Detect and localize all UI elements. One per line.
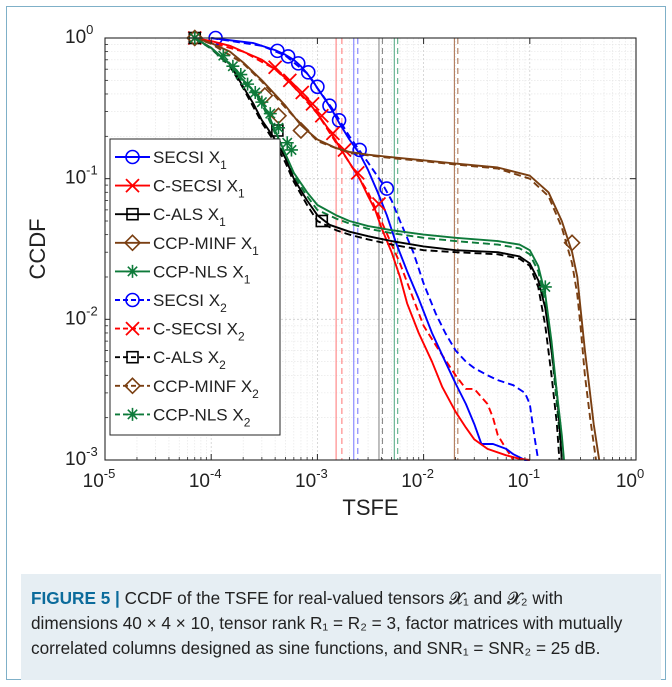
- data-point: [325, 126, 341, 141]
- x-tick-label: 10-4: [189, 466, 222, 492]
- legend-item: CCP-MINF X1: [115, 234, 259, 258]
- axes-box: [104, 37, 637, 461]
- data-point: [379, 181, 395, 196]
- x-tick-label: 10-2: [401, 466, 434, 492]
- data-point: [125, 149, 140, 165]
- x-tick-label: 10-3: [295, 466, 328, 492]
- series-ccp-minf-x2: [194, 37, 597, 461]
- data-point: [300, 65, 316, 80]
- data-point: [125, 292, 140, 308]
- y-tick-label: 10-3: [65, 444, 98, 470]
- series-line: [194, 37, 563, 461]
- x-axis-label: TSFE: [342, 495, 398, 520]
- data-point: [563, 234, 581, 252]
- legend-box: [109, 138, 281, 436]
- data-point: [310, 79, 325, 95]
- y-axis-label: CCDF: [25, 218, 50, 279]
- ccdf-chart: 10-5 10-4 10-3 10-2 10-1 100 10-3 10-2 10-1 100 TS…: [25, 22, 644, 520]
- data-point: [268, 60, 283, 75]
- y-tick-label: 100: [65, 22, 93, 48]
- x-tick-label: 10-5: [83, 466, 116, 492]
- series-c-secsi-x2: [194, 37, 515, 461]
- data-point: [216, 49, 230, 63]
- data-point: [280, 136, 294, 150]
- data-point: [125, 178, 140, 193]
- data-point: [315, 214, 329, 228]
- data-point: [280, 49, 296, 64]
- series-line: [194, 37, 601, 461]
- series-ccp-nls-x2: [194, 37, 563, 461]
- data-point: [123, 377, 142, 395]
- data-point: [125, 321, 140, 336]
- data-point: [241, 77, 255, 91]
- data-point: [322, 98, 337, 114]
- data-point: [282, 73, 297, 88]
- data-point: [314, 108, 329, 123]
- series-line: [194, 37, 561, 461]
- series-c-als-x2: [194, 37, 561, 461]
- y-tick-label: 10-1: [65, 163, 98, 189]
- data-point: [255, 95, 269, 109]
- data-point: [352, 142, 367, 158]
- data-point: [123, 234, 142, 252]
- data-point: [234, 68, 248, 82]
- data-point: [538, 280, 552, 294]
- data-point: [126, 207, 139, 221]
- data-point: [248, 85, 262, 99]
- series-line: [194, 37, 563, 461]
- data-point: [305, 96, 320, 112]
- series-c-secsi-x1: [187, 30, 530, 461]
- x-tick-label: 10-1: [507, 466, 540, 492]
- caption-text: CCDF of the TSFE for real-valued tensors…: [31, 588, 623, 658]
- series-line: [194, 37, 530, 461]
- data-point: [263, 107, 277, 121]
- data-point: [126, 350, 139, 364]
- series-line: [194, 37, 515, 461]
- caption-label: FIGURE 5 |: [31, 588, 120, 608]
- figure-frame: 10-5 10-4 10-3 10-2 10-1 100 10-3 10-2 10-1 100 TS…: [6, 6, 666, 680]
- data-point: [271, 121, 285, 135]
- data-point: [186, 29, 204, 47]
- figure-caption: FIGURE 5 | CCDF of the TSFE for real-val…: [21, 574, 661, 680]
- data-point: [295, 85, 310, 100]
- legend-label: CCP-MINF X1: [153, 234, 259, 258]
- data-point: [290, 56, 306, 71]
- y-tick-label: 10-2: [65, 303, 98, 329]
- data-point: [284, 143, 298, 157]
- x-tick-label: 100: [616, 466, 644, 492]
- data-point: [226, 59, 240, 73]
- series-line: [194, 37, 597, 461]
- data-point: [126, 264, 139, 278]
- data-point: [350, 165, 365, 180]
- data-point: [371, 196, 387, 212]
- data-point: [126, 407, 139, 421]
- data-point: [292, 121, 310, 140]
- series-ccp-nls-x1: [188, 31, 565, 461]
